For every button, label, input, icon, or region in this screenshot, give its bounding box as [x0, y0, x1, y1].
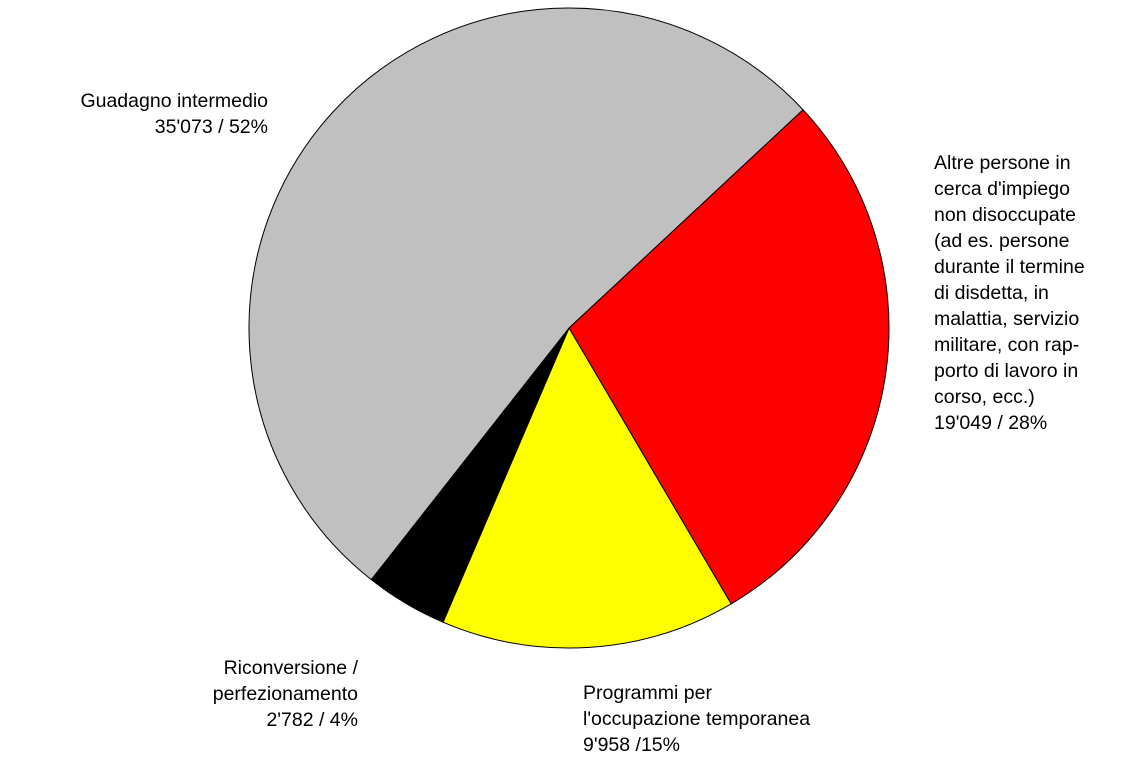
pie-slice: [248, 7, 804, 581]
slice-label: Altre persone in cerca d'impiego non dis…: [934, 150, 1085, 436]
value-label: 19'049 / 28%: [934, 412, 1048, 434]
category-label: Guadagno intermedio: [80, 90, 268, 112]
value-label: 9'958 /15%: [583, 734, 680, 756]
pie-slice: [442, 326, 732, 649]
pie-slice: [568, 109, 890, 605]
value-label: 2'782 / 4%: [266, 709, 358, 731]
slice-label: Programmi per l'occupazione temporanea 9'…: [583, 680, 810, 758]
slice-label: Guadagno intermedio 35'073 / 52%: [80, 88, 268, 140]
category-label: Programmi per l'occupazione temporanea: [583, 682, 811, 730]
category-label: Altre persone in cerca d'impiego non dis…: [934, 152, 1085, 408]
category-label: Riconversione / perfezionamento: [212, 657, 358, 705]
slice-label: Riconversione / perfezionamento 2'782 / 4…: [213, 655, 358, 733]
value-label: 35'073 / 52%: [154, 116, 268, 138]
